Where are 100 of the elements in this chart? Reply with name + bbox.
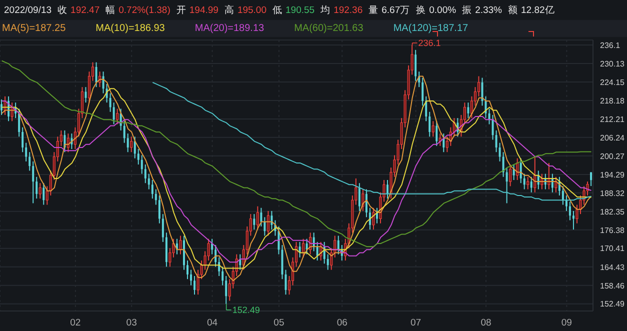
candlestick: [425, 96, 428, 122]
x-tick-label: 02: [70, 318, 81, 329]
candlestick: [25, 142, 28, 162]
text: MA(20)=189.13: [194, 23, 264, 34]
candlestick: [565, 194, 568, 212]
candlestick: [36, 176, 38, 200]
candlestick: [253, 214, 256, 230]
candlestick: [422, 77, 424, 106]
y-tick-label: 200.27: [600, 152, 626, 161]
text: 6.67万: [382, 5, 410, 16]
candlestick: [481, 77, 484, 106]
y-tick-label: 236.1: [600, 40, 621, 50]
text: 192.47: [70, 5, 100, 16]
y-tick-label: 218.18: [600, 96, 626, 106]
candlestick: [256, 206, 259, 230]
candlestick: [302, 238, 305, 258]
y-tick-label: 170.41: [600, 244, 626, 254]
annotation: 152.49: [232, 304, 260, 315]
y-tick-label: 158.46: [600, 281, 626, 290]
y-tick-label: 182.35: [600, 207, 626, 216]
candlestick: [158, 194, 160, 224]
y-tick-label: 152.49: [600, 300, 626, 309]
candlestick: [162, 214, 164, 242]
text: 194.99: [189, 5, 218, 16]
candlestick: [386, 179, 389, 200]
y-tick-label: 194.29: [600, 170, 626, 180]
candlestick: [130, 136, 133, 153]
candlestick: [372, 207, 375, 230]
text: 收: [58, 5, 68, 16]
candlestick: [572, 210, 574, 230]
candlestick: [284, 269, 287, 296]
candlestick: [116, 108, 119, 125]
annotation: 236.1: [418, 38, 441, 48]
candlestick: [222, 266, 224, 286]
candlestick: [137, 148, 140, 166]
y-tick-label: 164.43: [600, 262, 626, 272]
candlestick: [186, 260, 188, 280]
text: 195.00: [237, 5, 266, 16]
candlestick: [432, 120, 434, 138]
candlestick: [0, 98, 3, 116]
candlestick: [492, 114, 494, 140]
candlestick: [590, 172, 592, 187]
candlestick: [102, 71, 104, 94]
candlestick: [266, 210, 270, 236]
candlestick: [211, 238, 214, 255]
candlestick: [18, 108, 20, 138]
candlestick: [179, 235, 182, 255]
candlestick: [32, 160, 34, 204]
text: 2022/09/13: [4, 5, 52, 16]
candlestick: [467, 102, 470, 119]
candlestick: [436, 120, 438, 146]
candlestick: [337, 235, 340, 255]
text: 开: [176, 5, 186, 16]
x-tick-label: 07: [410, 318, 422, 329]
text: 换: [416, 5, 426, 16]
candlestick: [509, 164, 512, 187]
text: 振: [462, 5, 472, 16]
candlestick: [358, 182, 360, 212]
y-tick-label: 224.15: [600, 78, 626, 87]
x-tick-label: 06: [336, 318, 348, 329]
candlestick: [298, 241, 301, 258]
candlestick: [84, 86, 87, 104]
text: 额: [508, 5, 518, 16]
candlestick: [28, 152, 31, 172]
y-tick-label: 230.13: [600, 59, 626, 68]
text: 量: [368, 5, 379, 16]
candlestick: [530, 176, 532, 193]
candlestick: [10, 102, 14, 122]
candlestick: [144, 164, 146, 184]
y-tick-label: 212.21: [600, 114, 626, 124]
candlestick: [526, 176, 530, 190]
text: 0.00%: [429, 5, 456, 16]
candlestick: [365, 188, 368, 218]
y-tick-label: 176.38: [600, 226, 626, 235]
text: 幅: [106, 5, 116, 16]
x-tick-label: 03: [126, 318, 137, 329]
text: 0.72%(1.38): [118, 5, 170, 16]
candlestick: [326, 254, 329, 270]
candlestick: [264, 216, 266, 236]
candlestick: [442, 133, 445, 153]
x-tick-label: 04: [207, 318, 218, 329]
candlestick: [512, 164, 515, 180]
candlestick: [134, 136, 136, 159]
candlestick: [154, 188, 157, 206]
candlestick: [414, 49, 417, 82]
x-tick-label: 05: [274, 318, 284, 329]
candlestick: [109, 92, 112, 112]
text: 192.36: [334, 5, 363, 16]
candlestick: [498, 142, 501, 162]
candlestick: [22, 126, 24, 153]
candlestick: [568, 201, 571, 221]
x-tick-label: 09: [561, 318, 572, 329]
candlestick: [428, 111, 431, 138]
candlestick: [190, 269, 192, 286]
candlestick: [270, 210, 273, 230]
candlestick: [506, 167, 508, 204]
candlestick: [502, 152, 504, 178]
candlestick: [260, 207, 262, 227]
text: MA(5)=187.25: [2, 23, 66, 34]
text: 2.33%: [475, 5, 502, 16]
